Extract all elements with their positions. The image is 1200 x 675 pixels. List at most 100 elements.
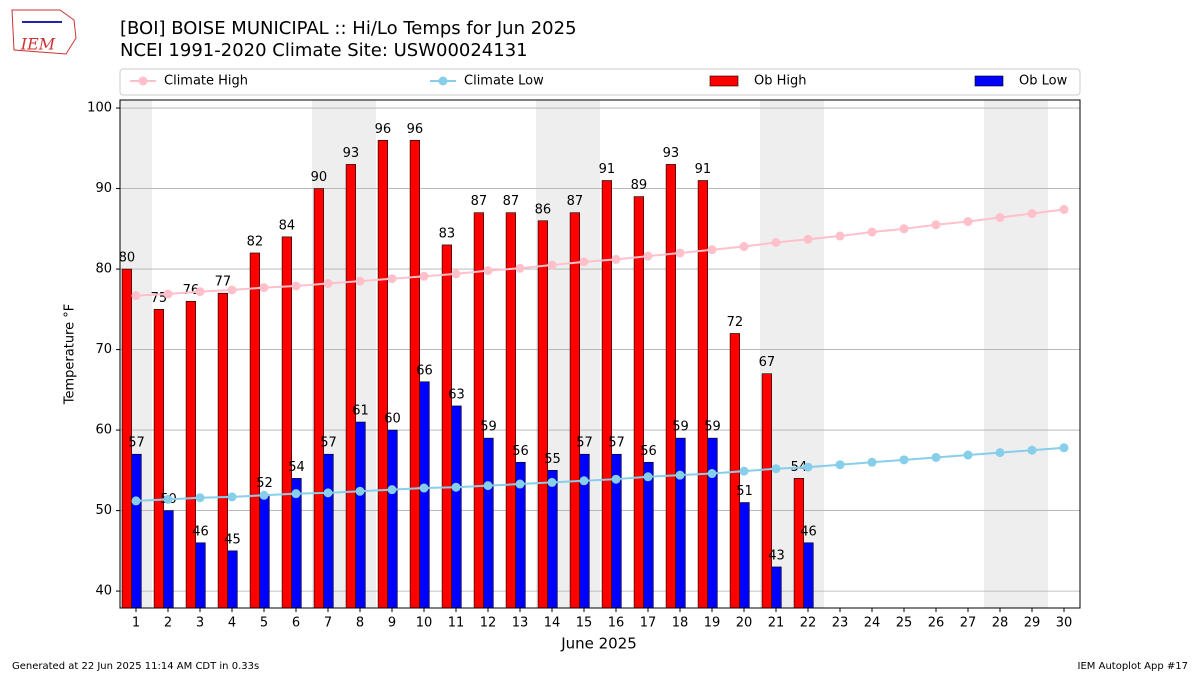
climate-point: [899, 224, 909, 234]
bar: [643, 461, 654, 609]
weekend-shade: [984, 100, 1016, 608]
x-tick-label: 18: [672, 616, 689, 631]
climate-point: [803, 234, 813, 244]
x-tick-label: 12: [480, 616, 497, 631]
x-tick-label: 13: [512, 616, 529, 631]
climate-point: [1059, 443, 1069, 453]
climate-point: [131, 291, 141, 301]
y-tick-label: 90: [95, 181, 112, 196]
legend-label: Climate High: [164, 74, 248, 89]
bar: [441, 244, 452, 609]
climate-point: [995, 213, 1005, 223]
y-tick-label: 50: [95, 503, 112, 518]
data-label: 56: [512, 444, 529, 459]
climate-point: [451, 482, 461, 492]
data-label: 90: [311, 170, 328, 185]
bar: [313, 188, 324, 609]
climate-point: [1027, 445, 1037, 455]
climate-point: [643, 251, 653, 261]
x-tick-label: 23: [832, 616, 849, 631]
data-label: 52: [256, 476, 273, 491]
x-tick-label: 1: [132, 616, 140, 631]
climate-point: [707, 245, 717, 255]
chart-title: [BOI] BOISE MUNICIPAL :: Hi/Lo Temps for…: [120, 18, 577, 39]
bar: [387, 429, 398, 609]
data-label: 84: [279, 218, 296, 233]
logo-outline: [11, 9, 77, 55]
plot-frame: [119, 99, 1081, 609]
x-tick-label: 24: [864, 616, 881, 631]
climate-point: [355, 276, 365, 286]
legend-swatch: [709, 75, 739, 87]
climate-point: [1059, 204, 1069, 214]
data-label: 61: [352, 404, 369, 419]
y-tick-label: 60: [95, 423, 112, 438]
climate-line: [135, 208, 1065, 297]
x-tick-label: 19: [704, 616, 721, 631]
legend-marker: [138, 76, 148, 86]
legend-label: Climate Low: [464, 74, 544, 89]
data-label: 57: [576, 436, 593, 451]
bar: [665, 164, 676, 609]
climate-point: [227, 492, 237, 502]
data-label: 60: [384, 412, 401, 427]
climate-point: [259, 490, 269, 500]
climate-point: [323, 488, 333, 498]
data-label: 86: [535, 202, 552, 217]
data-label: 57: [320, 436, 337, 451]
legend-swatch: [974, 75, 1004, 87]
x-tick-label: 15: [576, 616, 593, 631]
data-label: 67: [759, 355, 776, 370]
data-label: 46: [192, 524, 209, 539]
bar: [185, 300, 196, 609]
x-tick-label: 26: [928, 616, 945, 631]
data-label: 66: [416, 363, 433, 378]
bar: [771, 566, 782, 609]
data-label: 91: [695, 162, 712, 177]
climate-point: [387, 274, 397, 284]
climate-point: [515, 263, 525, 273]
data-label: 59: [480, 420, 497, 435]
bar: [547, 470, 558, 609]
x-axis-label: June 2025: [560, 635, 637, 653]
data-label: 91: [599, 162, 616, 177]
climate-point: [899, 455, 909, 465]
legend-box: [119, 68, 1081, 96]
legend-marker: [438, 76, 448, 86]
climate-point: [739, 466, 749, 476]
climate-point: [195, 493, 205, 503]
data-label: 55: [544, 452, 561, 467]
data-label: 76: [183, 283, 200, 298]
bar: [195, 542, 206, 609]
bar: [675, 437, 686, 609]
climate-point: [515, 479, 525, 489]
climate-point: [291, 489, 301, 499]
climate-point: [963, 450, 973, 460]
x-tick-label: 4: [228, 616, 236, 631]
bar: [249, 252, 260, 609]
climate-point: [259, 283, 269, 293]
x-tick-label: 25: [896, 616, 913, 631]
climate-point: [771, 237, 781, 247]
data-label: 77: [215, 275, 232, 290]
chart-subtitle: NCEI 1991-2020 Climate Site: USW00024131: [120, 40, 528, 61]
bar: [739, 502, 750, 609]
bar: [793, 478, 804, 609]
data-label: 57: [608, 436, 625, 451]
data-label: 96: [375, 122, 392, 137]
climate-point: [355, 486, 365, 496]
y-tick-label: 40: [95, 584, 112, 599]
footer-right: IEM Autoplot App #17: [1078, 661, 1188, 672]
climate-point: [163, 494, 173, 504]
y-tick-label: 70: [95, 342, 112, 357]
bar: [505, 212, 516, 609]
bar: [707, 437, 718, 609]
y-axis-label: Temperature °F: [63, 304, 78, 405]
x-tick-label: 9: [388, 616, 396, 631]
data-label: 63: [448, 387, 465, 402]
bar: [451, 405, 462, 609]
climate-point: [675, 470, 685, 480]
climate-point: [675, 248, 685, 258]
x-tick-label: 5: [260, 616, 268, 631]
